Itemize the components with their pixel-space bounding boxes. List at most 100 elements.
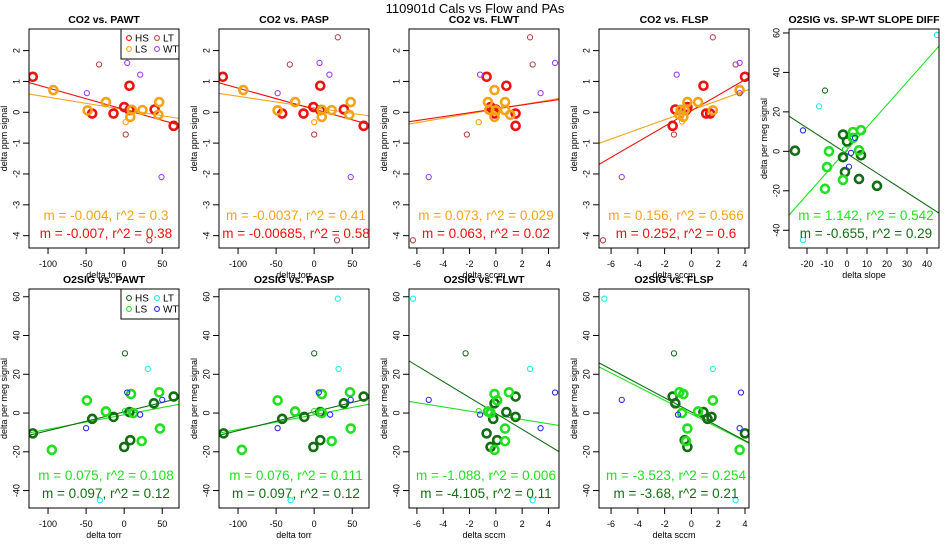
data-point-ls [505,109,516,121]
x-tick-label: 0 [122,259,127,269]
data-point-ls [343,109,355,121]
data-point-ls [499,435,511,447]
data-point-ls [311,407,318,415]
y-tick-label: 20 [771,107,781,117]
data-point-wt [425,396,432,404]
data-point-wt [83,90,91,97]
plot-panel: CO2 vs. FLSP -4 -3 -2 -1 0 1 2 -6 -4 -2 0 2 4 delta sc… [569,14,750,280]
y-tick-label: 20 [201,369,211,379]
data-point-lt [146,237,153,244]
y-tick-label: -20 [201,445,211,458]
data-point-ls [46,444,58,456]
data-point-ls [707,395,719,406]
data-point-ls [289,96,301,108]
data-point-hs [698,80,709,92]
y-tick-label: -4 [581,232,591,240]
fit-line-ls [599,366,749,444]
data-point-lt [409,237,417,244]
y-tick-label: -40 [581,484,591,497]
legend-label: HS [135,294,149,305]
data-point-hs [501,80,512,92]
fit-stat-label: m = -3.523, r^2 = 0.254 [606,468,746,483]
fit-stat-label: m = 0.063, r^2 = 0.02 [422,226,550,241]
data-point-hs [308,441,319,453]
x-tick-label: -100 [229,519,247,529]
fit-stat-label: m = 0.252, r^2 = 0.6 [616,226,736,241]
y-tick-label: -40 [771,224,781,237]
x-tick-label: -100 [39,519,57,529]
fit-stat-label: m = 0.156, r^2 = 0.566 [608,208,743,223]
data-point-hs [739,71,749,83]
fit-stat-label: m = 0.075, r^2 = 0.108 [38,468,173,483]
data-point-lt [334,295,341,302]
fit-line-hs [409,360,559,453]
data-point-ls [344,386,356,398]
data-point-lt [709,365,716,372]
y-tick-label: 2 [201,48,211,53]
y-tick-label: -2 [581,170,591,178]
data-point-ls [491,395,503,406]
plot-panel: CO2 vs. FLWT -4 -3 -2 -1 0 1 2 -6 -4 -2 0 2 4 delta sc… [379,14,560,280]
data-point-ls [678,111,689,123]
plot-area [599,295,749,504]
x-axis-label: delta torr [86,530,122,540]
data-point-lt [670,131,678,138]
data-point-wt [618,396,625,404]
fit-stat-label: m = 0.073, r^2 = 0.029 [418,208,553,223]
legend-label: LT [163,34,174,45]
plot-frame [598,28,750,249]
plot-area [599,34,749,244]
x-tick-label: 0 [312,259,317,269]
y-axis-label: delta per meg signal [0,358,9,439]
fit-line-ls [599,88,749,144]
data-point-ls [819,183,831,195]
data-point-ls [734,84,745,96]
data-point-ls [311,119,318,126]
x-tick-label: 50 [157,519,167,529]
data-point-hs [481,428,492,439]
data-point-hs [298,108,309,119]
data-point-hs [789,145,801,157]
x-tick-label: 4 [742,519,747,529]
data-point-hs [108,411,119,423]
y-tick-label: 1 [11,79,21,84]
legend-label: HS [135,34,149,45]
y-tick-label: 60 [771,28,781,38]
data-point-wt [316,59,323,67]
y-axis-label: delta ppm signal [379,106,389,172]
x-tick-label: 50 [347,259,357,269]
y-tick-label: -20 [391,445,401,458]
data-point-ls [82,105,93,116]
data-point-wt [736,425,743,432]
data-point-ls [153,96,165,108]
y-tick-label: 40 [771,67,781,77]
y-tick-label: -2 [201,170,211,178]
legend-marker-icon [126,46,132,52]
data-point-ls [707,105,719,116]
x-tick-label: 4 [742,259,747,269]
data-point-hs [670,398,681,409]
x-tick-label: -50 [270,259,283,269]
plot-title: CO2 vs. PASP [259,14,329,26]
y-tick-label: -3 [391,201,401,209]
data-point-ls [678,388,689,400]
y-tick-label: 0 [581,110,591,115]
plot-title: CO2 vs. FLSP [640,14,709,26]
legend-marker-icon [154,295,160,301]
x-tick-label: 4 [546,259,551,269]
data-point-ls [676,407,688,419]
data-point-ls [128,407,139,419]
y-axis-label: delta per meg signal [759,98,769,179]
data-point-wt [327,411,334,418]
data-point-lt [526,365,534,372]
data-point-lt [526,34,534,41]
x-tick-label: 40 [922,259,932,269]
y-tick-label: -3 [11,201,21,209]
data-point-hs [311,350,318,357]
legend-marker-icon [154,306,160,312]
x-tick-label: 0 [122,519,127,529]
data-point-hs [124,80,135,92]
